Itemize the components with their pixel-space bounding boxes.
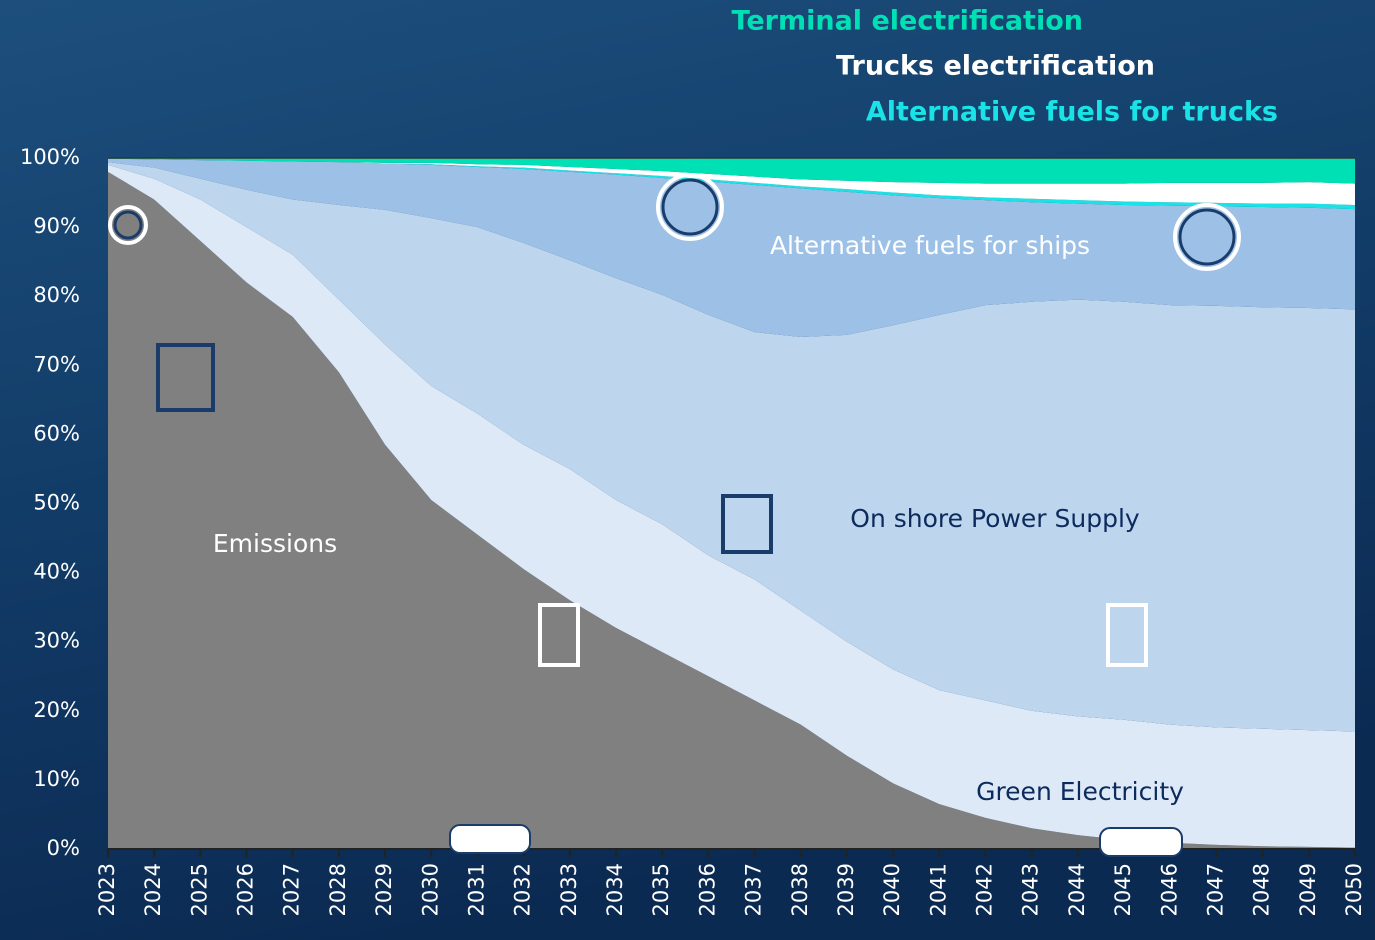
y-tick-label: 90%: [33, 214, 80, 238]
y-tick-label: 20%: [33, 698, 80, 722]
x-tick-label: 2031: [464, 863, 488, 916]
y-tick-label: 70%: [33, 352, 80, 376]
x-tick-label: 2049: [1296, 863, 1320, 916]
icon: [450, 825, 530, 853]
x-tick-label: 2027: [280, 863, 304, 916]
x-tick-label: 2035: [649, 863, 673, 916]
x-tick-label: 2047: [1203, 863, 1227, 916]
x-tick-label: 2046: [1157, 863, 1181, 916]
x-tick-label: 2042: [973, 863, 997, 916]
y-tick-label: 30%: [33, 629, 80, 653]
series-label: Terminal electrification: [732, 6, 1083, 37]
series-label: Trucks electrification: [836, 51, 1155, 82]
x-tick-label: 2038: [788, 863, 812, 916]
y-tick-label: 60%: [33, 421, 80, 445]
x-tick-label: 2043: [1019, 863, 1043, 916]
x-tick-label: 2050: [1342, 863, 1366, 916]
y-tick-label: 0%: [47, 836, 80, 860]
x-tick-label: 2037: [742, 863, 766, 916]
y-tick-label: 10%: [33, 767, 80, 791]
x-tick-label: 2033: [557, 863, 581, 916]
y-tick-label: 100%: [20, 145, 80, 169]
x-tick-label: 2024: [141, 863, 165, 916]
x-tick-label: 2039: [834, 863, 858, 916]
y-tick-label: 50%: [33, 491, 80, 515]
x-tick-label: 2023: [95, 863, 119, 916]
x-tick-label: 2028: [326, 863, 350, 916]
x-tick-label: 2029: [372, 863, 396, 916]
y-tick-label: 80%: [33, 283, 80, 307]
x-tick-label: 2045: [1111, 863, 1135, 916]
chart: 0% 10% 20% 30% 40% 50% 60% 70% 80% 90% 100% 2023 202…: [0, 0, 1375, 940]
series-label: Green Electricity: [976, 777, 1184, 806]
x-tick-label: 2032: [511, 863, 535, 916]
series-label: On shore Power Supply: [850, 504, 1140, 533]
x-tick-label: 2036: [695, 863, 719, 916]
x-tick-label: 2048: [1250, 863, 1274, 916]
x-tick-label: 2040: [880, 863, 904, 916]
y-tick-label: 40%: [33, 560, 80, 584]
icon: [1100, 828, 1182, 856]
x-tick-label: 2044: [1065, 863, 1089, 916]
x-tick-label: 2025: [187, 863, 211, 916]
series-label: Alternative fuels for ships: [770, 231, 1090, 260]
series-label: Alternative fuels for trucks: [866, 97, 1278, 128]
x-tick-label: 2034: [603, 863, 627, 916]
x-tick-label: 2030: [418, 863, 442, 916]
series-label: Emissions: [213, 529, 337, 558]
page: {"chart_data": {"type": "stacked-area", …: [0, 0, 1375, 940]
x-tick-label: 2026: [234, 863, 258, 916]
x-tick-label: 2041: [926, 863, 950, 916]
